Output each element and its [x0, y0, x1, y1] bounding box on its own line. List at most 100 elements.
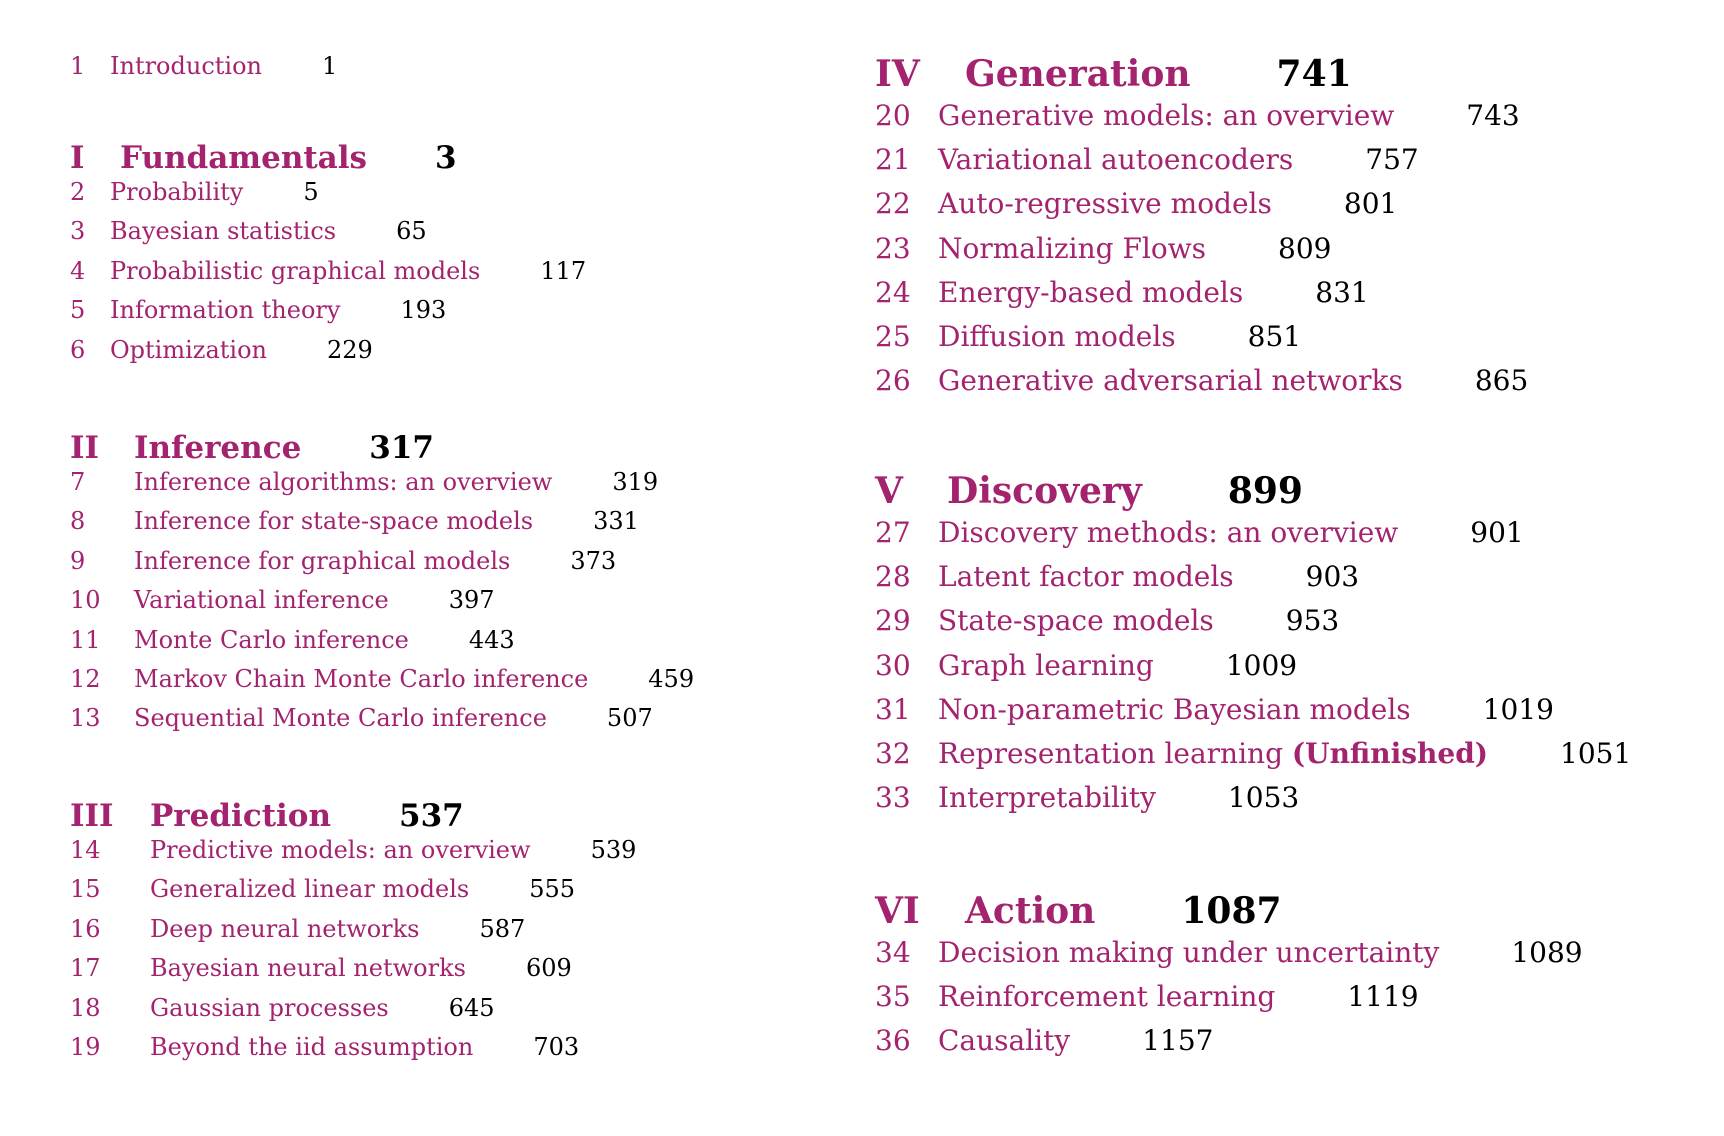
chapter-title: Latent factor models [938, 560, 1234, 594]
part-inference: II Inference 317 7 Inference algorithms: … [70, 430, 694, 744]
toc-entry[interactable]: 3 Bayesian statistics 65 [70, 217, 586, 256]
chapter-number: 26 [875, 364, 911, 398]
chapter-title: Non-parametric Bayesian models [938, 692, 1411, 726]
chapter-title: Discovery methods: an overview [938, 516, 1399, 549]
toc-entry[interactable]: 26 Generative adversarial networks 865 [875, 364, 1528, 408]
part-number: I [70, 140, 85, 176]
part-heading[interactable]: III Prediction 537 [70, 798, 636, 836]
chapter-title: Markov Chain Monte Carlo inference [134, 664, 589, 693]
chapter-page: 851 [1247, 319, 1302, 353]
chapter-number: 22 [875, 187, 911, 221]
chapter-title: Introduction [110, 52, 262, 80]
toc-entry[interactable]: 15 Generalized linear models 555 [70, 875, 636, 914]
chapter-page: 539 [590, 836, 637, 864]
chapter-page: 587 [479, 914, 526, 943]
toc-entry[interactable]: 22 Auto-regressive models 801 [875, 187, 1528, 231]
chapter-page: 555 [529, 875, 576, 904]
toc-entry[interactable]: 36 Causality 1157 [875, 1024, 1583, 1068]
chapter-number: 11 [70, 625, 101, 654]
chapter-number: 6 [70, 335, 86, 364]
part-title: Inference [134, 430, 302, 466]
chapter-title: Information theory [110, 296, 341, 325]
toc-entry[interactable]: 2 Probability 5 [70, 178, 586, 217]
chapter-page: 5 [303, 178, 319, 206]
chapter-number: 29 [875, 604, 911, 638]
toc-entry[interactable]: 12 Markov Chain Monte Carlo inference 459 [70, 665, 694, 704]
chapter-number: 27 [875, 516, 911, 549]
toc-entry[interactable]: 35 Reinforcement learning 1119 [875, 980, 1583, 1024]
toc-entry[interactable]: 20 Generative models: an overview 743 [875, 99, 1528, 143]
toc-entry[interactable]: 4 Probabilistic graphical models 117 [70, 257, 586, 296]
chapter-title: Inference algorithms: an overview [134, 468, 553, 496]
chapter-title: Bayesian statistics [110, 217, 337, 246]
toc-entry[interactable]: 6 Optimization 229 [70, 336, 586, 375]
chapter-page: 645 [448, 993, 495, 1022]
chapter-number: 2 [70, 178, 86, 206]
toc-entry[interactable]: 9 Inference for graphical models 373 [70, 547, 694, 586]
chapter-page: 953 [1285, 604, 1340, 638]
part-discovery: V Discovery 899 27 Discovery methods: an … [875, 470, 1631, 825]
chapter-page: 901 [1470, 516, 1524, 549]
toc-entry[interactable]: 19 Beyond the iid assumption 703 [70, 1033, 636, 1072]
part-prediction: III Prediction 537 14 Predictive models: … [70, 798, 636, 1072]
part-fundamentals: I Fundamentals 3 2 Probability 5 3 Bayesian… [70, 140, 586, 375]
chapter-number: 35 [875, 980, 911, 1014]
toc-entry[interactable]: 32 Representation learning (Unfinished) 10… [875, 737, 1631, 781]
chapter-number: 15 [70, 875, 101, 904]
chapter-title-text: Representation learning [938, 736, 1283, 770]
chapter-number: 12 [70, 664, 101, 693]
chapter-page: 609 [525, 954, 572, 983]
chapter-title: Generalized linear models [150, 875, 470, 904]
part-number: III [70, 798, 114, 834]
toc-entry[interactable]: 13 Sequential Monte Carlo inference 507 [70, 704, 694, 743]
part-title: Action [965, 890, 1096, 932]
toc-entry[interactable]: 5 Information theory 193 [70, 296, 586, 335]
toc-entry[interactable]: 10 Variational inference 397 [70, 586, 694, 625]
toc-entry[interactable]: 30 Graph learning 1009 [875, 649, 1631, 693]
toc-entry[interactable]: 27 Discovery methods: an overview 901 [875, 516, 1631, 560]
toc-entry[interactable]: 28 Latent factor models 903 [875, 560, 1631, 604]
toc-entry[interactable]: 34 Decision making under uncertainty 1089 [875, 936, 1583, 980]
toc-entry[interactable]: 29 State-space models 953 [875, 604, 1631, 648]
chapter-number: 28 [875, 560, 911, 594]
part-heading[interactable]: I Fundamentals 3 [70, 140, 586, 178]
part-heading[interactable]: V Discovery 899 [875, 470, 1631, 516]
toc-entry[interactable]: 11 Monte Carlo inference 443 [70, 626, 694, 665]
toc-entry[interactable]: 7 Inference algorithms: an overview 319 [70, 468, 694, 507]
chapter-number: 20 [875, 99, 911, 132]
toc-entry[interactable]: 8 Inference for state-space models 331 [70, 507, 694, 546]
chapter-page: 1053 [1227, 781, 1300, 815]
part-page: 317 [369, 430, 435, 466]
toc-entry[interactable]: 14 Predictive models: an overview 539 [70, 836, 636, 875]
toc-entry[interactable]: 31 Non-parametric Bayesian models 1019 [875, 693, 1631, 737]
toc-entry[interactable]: 23 Normalizing Flows 809 [875, 232, 1528, 276]
chapter-number: 33 [875, 781, 911, 815]
part-page: 1087 [1181, 890, 1282, 932]
toc-entry[interactable]: 21 Variational autoencoders 757 [875, 143, 1528, 187]
chapter-title: Sequential Monte Carlo inference [134, 704, 547, 733]
chapter-title: Graph learning [938, 648, 1154, 682]
part-title: Fundamentals [120, 140, 368, 176]
toc-entry[interactable]: 24 Energy-based models 831 [875, 276, 1528, 320]
chapter-title: Decision making under uncertainty [938, 936, 1440, 969]
toc-entry[interactable]: 25 Diffusion models 851 [875, 320, 1528, 364]
chapter-title: Optimization [110, 335, 267, 364]
toc-entry[interactable]: 17 Bayesian neural networks 609 [70, 954, 636, 993]
toc-entry[interactable]: 33 Interpretability 1053 [875, 781, 1631, 825]
part-heading[interactable]: II Inference 317 [70, 430, 694, 468]
chapter-title: Deep neural networks [150, 914, 420, 943]
toc-entry-introduction[interactable]: 1 Introduction 1 [70, 52, 337, 91]
chapter-number: 13 [70, 704, 101, 733]
toc-entry[interactable]: 16 Deep neural networks 587 [70, 915, 636, 954]
chapter-number: 16 [70, 914, 101, 943]
part-heading[interactable]: VI Action 1087 [875, 890, 1583, 936]
chapter-page: 1157 [1142, 1024, 1214, 1058]
chapter-page: 801 [1343, 187, 1398, 221]
chapter-title: Inference for graphical models [134, 546, 511, 575]
chapter-title: Variational inference [134, 586, 389, 615]
toc-entry[interactable]: 18 Gaussian processes 645 [70, 994, 636, 1033]
chapter-title: Energy-based models [938, 275, 1244, 309]
chapter-title: Monte Carlo inference [134, 625, 409, 654]
chapter-title: Causality [938, 1024, 1071, 1058]
part-heading[interactable]: IV Generation 741 [875, 53, 1528, 99]
